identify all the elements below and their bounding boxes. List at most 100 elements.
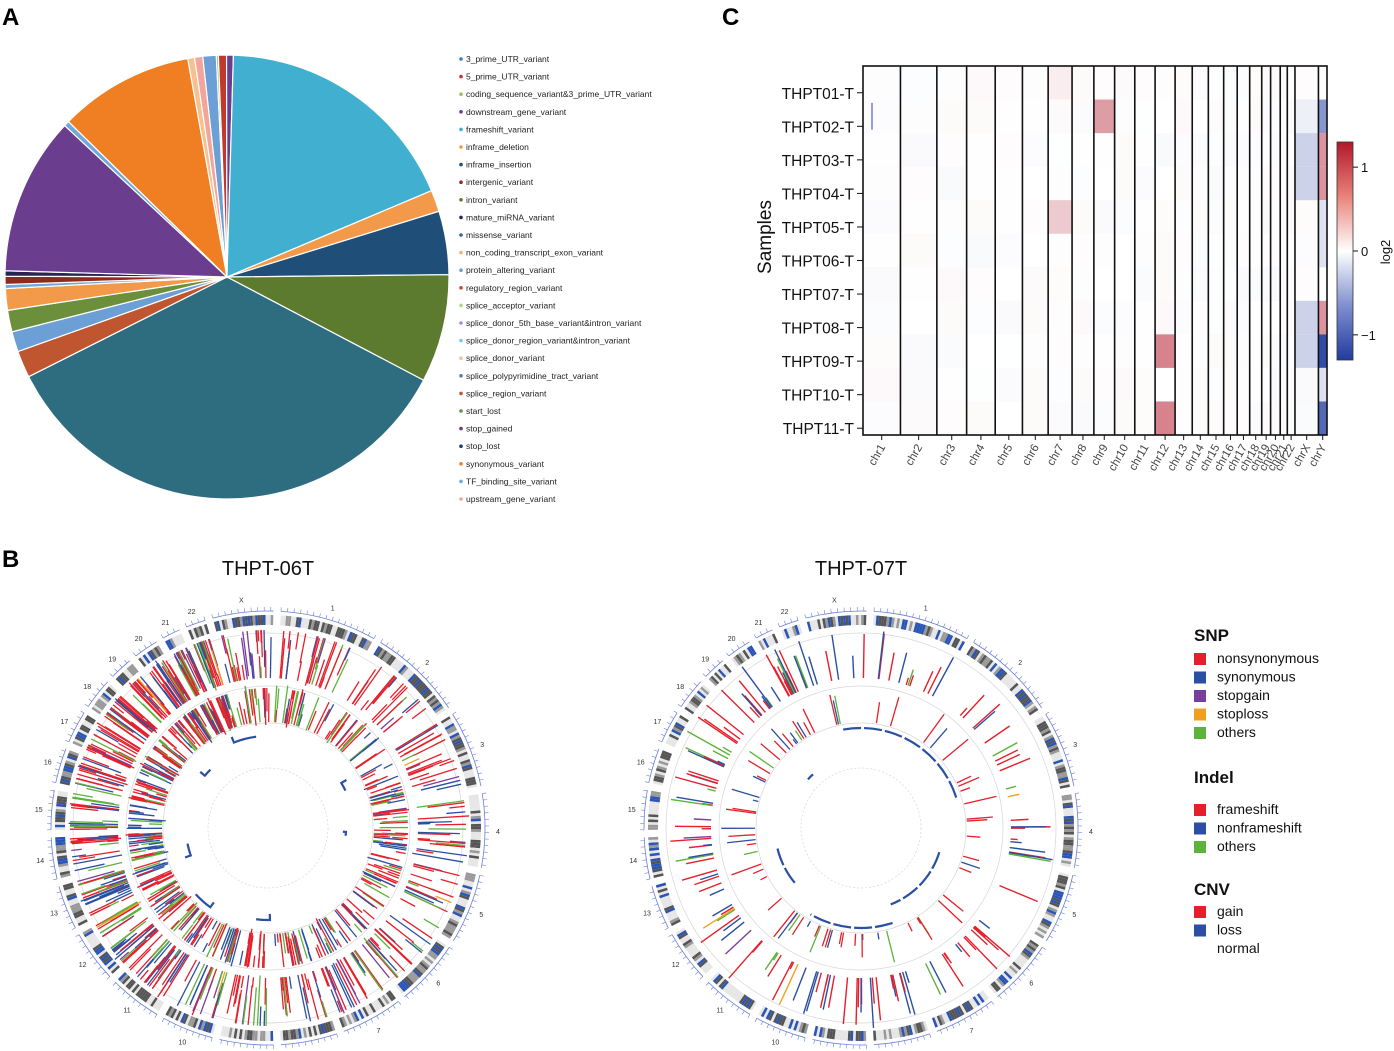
- heatmap-cell: [1022, 66, 1049, 100]
- snp-bar: [413, 863, 460, 877]
- snp-bar: [888, 652, 895, 681]
- pie-legend-marker: [459, 127, 463, 132]
- ideogram-band: [334, 626, 341, 638]
- snp-bar: [741, 666, 773, 708]
- ideogram-band: [147, 995, 156, 1006]
- indel-bar: [854, 933, 857, 946]
- ideogram-band: [55, 847, 67, 851]
- snp-bar: [96, 722, 141, 750]
- ideogram-band: [936, 1015, 943, 1026]
- indel-bar: [174, 723, 198, 750]
- scale-tick: [143, 1007, 147, 1011]
- ideogram-band: [763, 1008, 771, 1019]
- indel-bar: [168, 765, 179, 773]
- ideogram-band: [668, 914, 679, 922]
- heatmap-segment-thpt08-t-chrY: [1318, 300, 1327, 335]
- ideogram-band: [448, 917, 459, 925]
- chrom-number-label: 21: [755, 620, 763, 627]
- ideogram-band: [823, 1027, 829, 1039]
- indel-bar: [966, 816, 993, 820]
- heatmap-cell: [900, 166, 937, 201]
- scale-arc: [1073, 793, 1079, 868]
- scale-tick: [980, 1008, 984, 1013]
- indel-bar: [803, 722, 812, 736]
- ideogram-band: [999, 974, 1009, 984]
- circos-title: THPT-07T: [815, 558, 907, 580]
- pie-legend-marker: [459, 303, 463, 308]
- heatmap-cell: [1270, 200, 1281, 234]
- ideogram-band: [341, 629, 349, 640]
- ideogram-band: [998, 976, 1007, 986]
- ideogram-band: [683, 940, 694, 949]
- ideogram-band: [648, 819, 659, 823]
- legend-label-others: others: [1217, 724, 1256, 740]
- ideogram-band: [392, 659, 401, 669]
- snp-bar: [972, 703, 1001, 729]
- snp-bar: [822, 974, 832, 1010]
- indel-bar: [136, 778, 166, 791]
- legend-label-frameshift: frameshift: [1217, 801, 1279, 817]
- snp-bar: [137, 678, 168, 713]
- indel-bar: [184, 715, 191, 724]
- ideogram-band: [665, 909, 677, 917]
- ideogram-band: [178, 633, 186, 644]
- ideogram-band: [893, 617, 898, 629]
- scale-tick: [690, 966, 695, 970]
- snp-bar: [391, 685, 407, 701]
- indel-bar: [149, 819, 163, 822]
- snp-bar: [211, 1001, 218, 1019]
- scale-tick: [1017, 977, 1022, 981]
- ideogram-band: [58, 865, 69, 870]
- ideogram-band: [107, 686, 117, 695]
- ideogram-band: [216, 620, 222, 632]
- snp-bar: [789, 961, 795, 970]
- ideogram-band: [1038, 924, 1049, 932]
- indel-bar: [164, 890, 184, 905]
- scale-tick: [1072, 874, 1077, 877]
- indel-bar: [291, 691, 299, 719]
- snp-bar: [193, 643, 211, 684]
- ideogram-band: [665, 740, 676, 748]
- ideogram-band: [786, 627, 793, 638]
- snp-bar: [259, 1006, 262, 1026]
- ideogram-band: [292, 616, 297, 627]
- heatmap-cell: [900, 200, 937, 234]
- heatmap-cell: [1192, 300, 1209, 335]
- ideogram-band: [1063, 839, 1074, 843]
- heatmap-cell: [863, 133, 901, 167]
- snp-bar: [240, 975, 245, 989]
- ideogram-band: [826, 1028, 831, 1039]
- snp-bar: [111, 938, 127, 951]
- scale-tick: [666, 722, 671, 725]
- ideogram-band: [816, 1026, 821, 1037]
- heatmap-cell: [1093, 133, 1115, 167]
- ideogram-band: [252, 615, 256, 626]
- scale-tick: [306, 610, 308, 615]
- snp-bar: [252, 987, 257, 1026]
- ideogram-band: [863, 615, 867, 626]
- ideogram-band: [413, 678, 423, 688]
- ideogram-band: [172, 1009, 180, 1020]
- ideogram-band: [56, 852, 67, 857]
- indel-bar: [756, 775, 767, 782]
- ideogram-band: [1055, 882, 1067, 888]
- scale-tick: [736, 1007, 740, 1011]
- indel-bar: [171, 725, 183, 738]
- ideogram-band: [883, 616, 888, 627]
- pie-legend-marker: [459, 57, 463, 61]
- indel-bar: [224, 928, 237, 963]
- indel-bar: [174, 896, 188, 908]
- scale-tick: [421, 671, 425, 675]
- snp-bar: [902, 971, 916, 1015]
- ideogram-band: [320, 1023, 326, 1034]
- snp-bar: [707, 788, 716, 792]
- indel-bar: [128, 839, 160, 845]
- indel-bar: [230, 930, 242, 967]
- snp-bar: [744, 695, 763, 716]
- scale-tick: [910, 1039, 913, 1044]
- heatmap-cell: [1072, 267, 1094, 301]
- indel-bar: [777, 912, 798, 939]
- heatmap-cell: [1261, 401, 1271, 435]
- scale-tick: [347, 1029, 350, 1034]
- ideogram-band: [292, 1029, 297, 1040]
